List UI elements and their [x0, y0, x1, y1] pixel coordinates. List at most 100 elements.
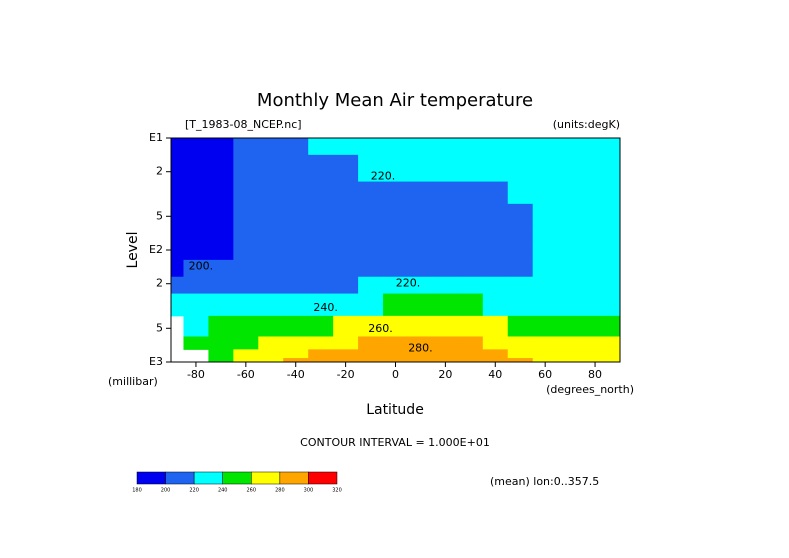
field-cell	[532, 276, 559, 295]
field-cell	[258, 259, 284, 278]
x-tick-label: 80	[588, 368, 602, 381]
field-cell	[358, 315, 384, 337]
field-cell	[432, 315, 459, 337]
contour-label: 240.	[313, 301, 338, 314]
field-cell	[171, 224, 184, 242]
field-cell	[582, 203, 609, 225]
x-tick-label: -20	[337, 368, 355, 381]
field-cell	[507, 358, 534, 363]
x-tick-label: 20	[438, 368, 452, 381]
field-cell	[607, 349, 621, 359]
field-cell	[208, 315, 234, 337]
field-cell	[171, 293, 184, 317]
field-cell	[383, 241, 409, 261]
field-cell	[383, 154, 409, 183]
field-cell	[308, 241, 334, 261]
field-cell	[283, 259, 309, 278]
field-cell	[233, 276, 259, 295]
field-cell	[258, 138, 284, 156]
x-tick-label: 0	[392, 368, 399, 381]
field-cell	[283, 315, 309, 337]
field-cell	[383, 138, 409, 156]
field-cell	[557, 154, 584, 183]
field-cell	[208, 349, 234, 359]
field-cell	[482, 293, 509, 317]
field-cell	[432, 138, 459, 156]
field-cell	[383, 358, 409, 363]
field-cell	[582, 138, 609, 156]
field-cell	[507, 349, 534, 359]
field-cell	[358, 259, 384, 278]
field-cell	[507, 138, 534, 156]
field-cell	[432, 259, 459, 278]
field-cell	[507, 293, 534, 317]
field-cell	[607, 138, 621, 156]
field-cell	[208, 154, 234, 183]
field-cell	[557, 293, 584, 317]
field-cell	[208, 293, 234, 317]
field-cell	[482, 315, 509, 337]
field-cell	[557, 181, 584, 205]
field-cell	[482, 336, 509, 350]
field-cell	[183, 181, 209, 205]
contour-label: 200.	[189, 259, 214, 272]
field-cell	[233, 259, 259, 278]
field-cell	[383, 203, 409, 225]
field-cell	[607, 203, 621, 225]
field-cell	[333, 224, 359, 242]
field-cell	[532, 154, 559, 183]
field-cell	[432, 181, 459, 205]
field-cell	[183, 154, 209, 183]
field-cell	[407, 203, 434, 225]
field-cell	[582, 241, 609, 261]
field-cell	[358, 181, 384, 205]
field-cell	[457, 224, 484, 242]
field-cell	[233, 293, 259, 317]
field-cell	[171, 259, 184, 278]
field-cell	[233, 336, 259, 350]
field-cell	[308, 276, 334, 295]
field-cell	[607, 293, 621, 317]
field-cell	[557, 276, 584, 295]
field-cell	[607, 181, 621, 205]
field-cell	[283, 293, 309, 317]
field-cell	[457, 154, 484, 183]
colorbar-label: 300	[304, 488, 314, 494]
field-cell	[407, 336, 434, 350]
field-cell	[333, 203, 359, 225]
field-cell	[208, 203, 234, 225]
y-tick-label: 5	[156, 209, 163, 222]
field-cell	[557, 203, 584, 225]
colorbar-label: 240	[218, 488, 228, 494]
field-cell	[308, 181, 334, 205]
field-cell	[507, 203, 534, 225]
field-cell	[358, 154, 384, 183]
field-cell	[432, 276, 459, 295]
field-cell	[333, 358, 359, 363]
field-cell	[283, 224, 309, 242]
chart-title: Monthly Mean Air temperature	[257, 90, 533, 111]
field-cell	[258, 203, 284, 225]
field-cell	[258, 276, 284, 295]
y-units: (millibar)	[108, 375, 158, 388]
field-cell	[482, 224, 509, 242]
field-cell	[333, 336, 359, 350]
field-cell	[582, 358, 609, 363]
field-cell	[407, 276, 434, 295]
field-cell	[208, 336, 234, 350]
field-cell	[532, 181, 559, 205]
field-cell	[557, 315, 584, 337]
field-cell	[432, 293, 459, 317]
field-cell	[582, 276, 609, 295]
field-cell	[358, 138, 384, 156]
field-cell	[233, 224, 259, 242]
field-cell	[407, 154, 434, 183]
field-cell	[233, 203, 259, 225]
contour-interval: CONTOUR INTERVAL = 1.000E+01	[300, 436, 490, 449]
field-cell	[557, 138, 584, 156]
field-cell	[383, 181, 409, 205]
field-cell	[582, 154, 609, 183]
field-cell	[171, 154, 184, 183]
colorbar-label: 180	[132, 488, 142, 494]
field-cell	[457, 203, 484, 225]
